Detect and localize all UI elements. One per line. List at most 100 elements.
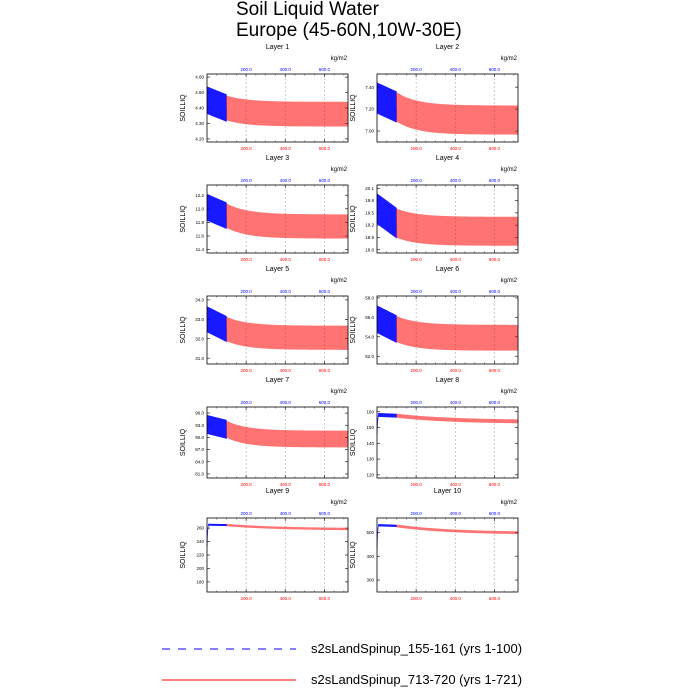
x-bottom-tick-label: 400.0 bbox=[450, 257, 462, 262]
y-tick-label: 300 bbox=[366, 578, 374, 583]
units-label: kg/m2 bbox=[331, 167, 348, 173]
x-top-tick-label: 600.0 bbox=[319, 511, 331, 516]
y-axis-label: SOILLIQ bbox=[180, 205, 187, 233]
y-tick-label: 4.20 bbox=[195, 137, 204, 142]
x-bottom-tick-label: 600.0 bbox=[319, 482, 331, 487]
x-top-tick-label: 600.0 bbox=[319, 400, 331, 405]
x-top-tick-label: 400.0 bbox=[450, 289, 462, 294]
units-label: kg/m2 bbox=[331, 500, 348, 506]
legend-label-red: s2sLandSpinup_713-720 (yrs 1-721) bbox=[311, 672, 523, 687]
y-tick-label: 12.0 bbox=[195, 206, 204, 211]
y-tick-label: 180 bbox=[196, 580, 204, 585]
series-line-red bbox=[396, 524, 519, 535]
series-line-blue bbox=[376, 305, 397, 343]
y-tick-label: 18.9 bbox=[365, 235, 374, 240]
y-tick-label: 240 bbox=[196, 539, 204, 544]
panel-1: Layer 1 kg/m2 SOILLIQ 200.0 200.0 400.0 400.0 6… bbox=[180, 44, 349, 151]
x-top-tick-label: 200.0 bbox=[410, 400, 422, 405]
x-top-tick-label: 400.0 bbox=[280, 67, 292, 72]
y-tick-label: 4.40 bbox=[195, 106, 204, 111]
y-tick-label: 31.0 bbox=[195, 356, 204, 361]
panel-8: Layer 8 kg/m2 SOILLIQ 200.0 200.0 400.0 400.0 6… bbox=[350, 377, 519, 487]
x-top-tick-label: 400.0 bbox=[450, 67, 462, 72]
x-top-tick-label: 200.0 bbox=[410, 178, 422, 183]
series-line-blue bbox=[206, 414, 227, 439]
plot-frame bbox=[376, 406, 519, 479]
x-bottom-tick-label: 400.0 bbox=[450, 482, 462, 487]
x-bottom-tick-label: 600.0 bbox=[489, 368, 501, 373]
panel-title: Layer 2 bbox=[436, 44, 459, 51]
y-tick-label: 20.1 bbox=[365, 186, 374, 191]
series-line-blue bbox=[206, 523, 227, 547]
y-tick-label: 96.0 bbox=[195, 411, 204, 416]
y-tick-label: 130 bbox=[366, 457, 374, 462]
x-top-tick-label: 400.0 bbox=[280, 178, 292, 183]
series-line-red bbox=[226, 523, 349, 531]
plot-frame bbox=[376, 184, 519, 254]
units-label: kg/m2 bbox=[501, 278, 518, 284]
x-bottom-tick-label: 400.0 bbox=[280, 257, 292, 262]
panel-title: Layer 6 bbox=[436, 266, 459, 273]
y-tick-label: 18.6 bbox=[365, 247, 374, 252]
units-label: kg/m2 bbox=[331, 278, 348, 284]
plot-frame bbox=[376, 295, 519, 365]
panel-title: Layer 9 bbox=[266, 488, 289, 495]
x-top-tick-label: 400.0 bbox=[280, 511, 292, 516]
x-top-tick-label: 200.0 bbox=[240, 67, 252, 72]
y-tick-label: 400 bbox=[366, 554, 374, 559]
y-tick-label: 4.60 bbox=[195, 75, 204, 80]
x-top-tick-label: 600.0 bbox=[489, 178, 501, 183]
x-top-tick-label: 200.0 bbox=[410, 67, 422, 72]
series-line-blue bbox=[206, 194, 227, 229]
y-axis-label: SOILLIQ bbox=[180, 316, 187, 344]
series-line-red bbox=[396, 208, 519, 246]
y-tick-label: 81.0 bbox=[195, 472, 204, 477]
y-tick-label: 4.30 bbox=[195, 121, 204, 126]
panel-title: Layer 5 bbox=[266, 266, 289, 273]
legend-label-blue: s2sLandSpinup_155-161 (yrs 1-100) bbox=[311, 641, 523, 656]
series-line-blue bbox=[376, 412, 397, 434]
panel-6: Layer 6 kg/m2 SOILLIQ 200.0 200.0 400.0 400.0 6… bbox=[350, 266, 519, 373]
y-tick-label: 19.8 bbox=[365, 198, 374, 203]
x-bottom-tick-label: 200.0 bbox=[410, 368, 422, 373]
series-line-blue bbox=[206, 86, 227, 122]
x-top-tick-label: 600.0 bbox=[489, 67, 501, 72]
plot-frame bbox=[206, 517, 349, 593]
x-top-tick-label: 200.0 bbox=[240, 511, 252, 516]
x-top-tick-label: 200.0 bbox=[240, 289, 252, 294]
units-label: kg/m2 bbox=[501, 167, 518, 173]
y-axis-label: SOILLIQ bbox=[350, 94, 357, 122]
x-bottom-tick-label: 200.0 bbox=[240, 596, 252, 601]
y-tick-label: 32.0 bbox=[195, 336, 204, 341]
x-bottom-tick-label: 400.0 bbox=[280, 596, 292, 601]
y-tick-label: 33.0 bbox=[195, 317, 204, 322]
x-top-tick-label: 200.0 bbox=[410, 289, 422, 294]
y-tick-label: 7.40 bbox=[365, 85, 374, 90]
series-line-blue bbox=[206, 306, 227, 343]
x-bottom-tick-label: 400.0 bbox=[280, 146, 292, 151]
y-tick-label: 84.0 bbox=[195, 459, 204, 464]
units-label: kg/m2 bbox=[331, 389, 348, 395]
x-top-tick-label: 400.0 bbox=[450, 511, 462, 516]
y-tick-label: 150 bbox=[366, 425, 374, 430]
x-top-tick-label: 600.0 bbox=[319, 178, 331, 183]
y-tick-label: 52.0 bbox=[365, 354, 374, 359]
x-top-tick-label: 400.0 bbox=[280, 400, 292, 405]
y-tick-label: 120 bbox=[366, 472, 374, 477]
y-tick-label: 19.5 bbox=[365, 210, 374, 215]
series-line-red bbox=[396, 315, 519, 351]
y-tick-label: 11.6 bbox=[196, 234, 205, 239]
x-top-tick-label: 200.0 bbox=[410, 511, 422, 516]
units-label: kg/m2 bbox=[501, 56, 518, 62]
x-bottom-tick-label: 200.0 bbox=[410, 482, 422, 487]
panel-title: Layer 3 bbox=[266, 155, 289, 162]
x-bottom-tick-label: 600.0 bbox=[489, 257, 501, 262]
series-line-blue bbox=[376, 82, 397, 123]
plot-frame bbox=[206, 184, 349, 254]
figure-subtitle: Europe (45-60N,10W-30E) bbox=[236, 20, 462, 41]
y-axis-label: SOILLIQ bbox=[350, 428, 357, 456]
series-line-blue bbox=[376, 193, 397, 239]
x-top-tick-label: 600.0 bbox=[489, 400, 501, 405]
